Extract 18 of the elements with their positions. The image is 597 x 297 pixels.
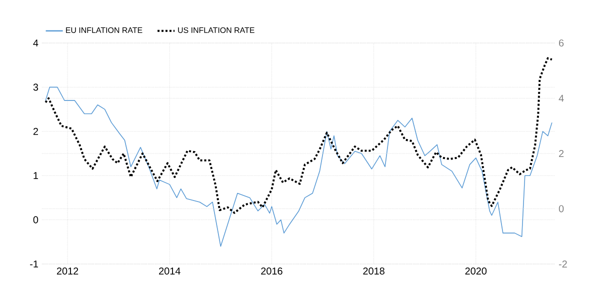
y-tick-label: -1	[30, 260, 38, 268]
y-tick-label: 3	[33, 84, 38, 91]
y2-tick-label: 6	[559, 39, 564, 47]
y2-tick-label: -2	[558, 260, 567, 268]
y-tick-label: 0	[33, 216, 38, 224]
y2-tick-label: 4	[558, 94, 564, 102]
y2-tick-label: 2	[559, 150, 564, 157]
x-tick-label: 2020	[465, 268, 487, 275]
y-tick-label: 1	[34, 172, 38, 180]
y-tick-label: 2	[33, 128, 38, 135]
y2-tick-label: 0	[558, 205, 564, 212]
line-series	[45, 86, 552, 247]
y-tick-label: 4	[33, 40, 38, 46]
x-tick-label: 2012	[56, 268, 78, 275]
x-tick-label: 2018	[363, 268, 384, 275]
x-tick-label: 2016	[261, 268, 282, 275]
line-series	[44, 57, 553, 214]
x-tick-label: 2014	[159, 268, 180, 275]
